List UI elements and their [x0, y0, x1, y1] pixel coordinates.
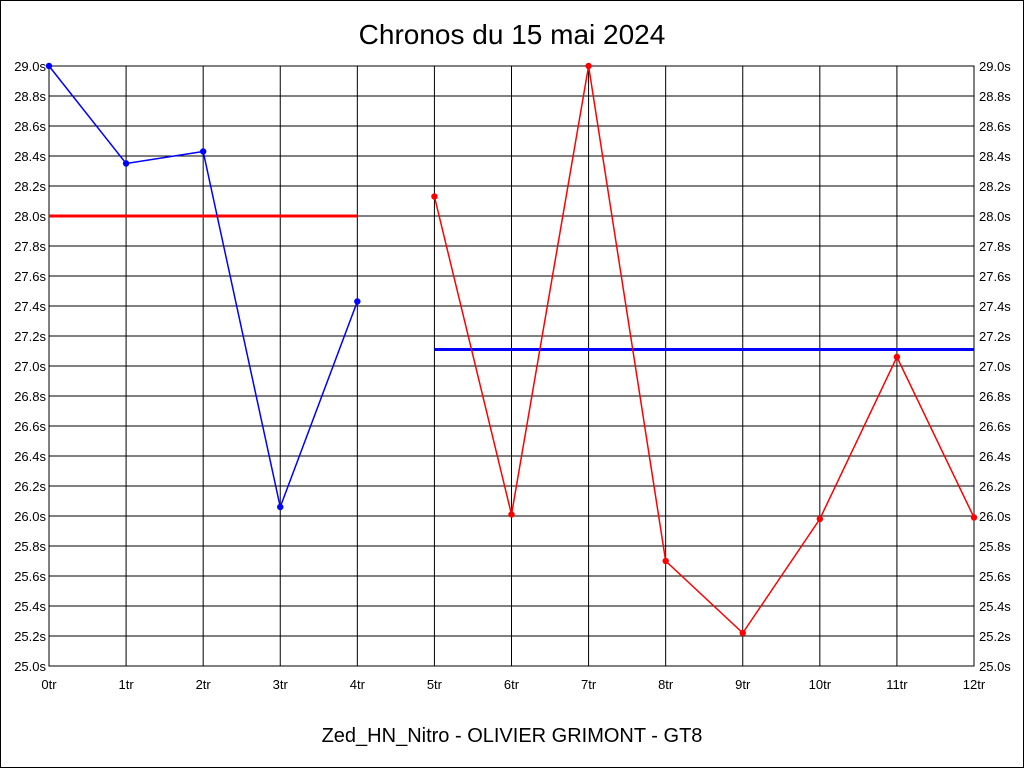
y-tick-label-left: 28.6s [14, 119, 46, 134]
data-point [277, 503, 284, 511]
y-tick-label-right: 28.0s [979, 209, 1011, 224]
y-tick-label-left: 28.4s [14, 149, 46, 164]
plot-area-border [48, 65, 975, 667]
y-tick-label-left: 28.8s [14, 89, 46, 104]
y-tick-label-left: 27.6s [14, 269, 46, 284]
y-tick-label-right: 29.0s [979, 59, 1011, 74]
x-tick-label: 8tr [658, 677, 674, 692]
y-tick-label-right: 27.6s [979, 269, 1011, 284]
data-point [739, 629, 746, 637]
y-tick-label-left: 27.4s [14, 299, 46, 314]
data-point [199, 148, 207, 155]
y-tick-label-right: 26.0s [979, 509, 1011, 524]
x-tick-label: 4tr [350, 677, 366, 692]
data-point [585, 62, 592, 70]
y-tick-label-right: 25.4s [979, 599, 1011, 614]
y-tick-label-right: 27.2s [979, 329, 1011, 344]
y-tick-label-right: 28.8s [979, 89, 1011, 104]
x-tick-label: 10tr [809, 677, 832, 692]
y-tick-label-left: 26.6s [14, 419, 46, 434]
y-tick-label-left: 26.8s [14, 389, 46, 404]
y-tick-label-left: 28.0s [14, 209, 46, 224]
data-point [893, 353, 901, 361]
y-tick-label-right: 26.4s [979, 449, 1011, 464]
y-tick-label-right: 27.0s [979, 359, 1011, 374]
series-lines [45, 62, 978, 637]
y-tick-label-right: 25.8s [979, 539, 1011, 554]
x-tick-label: 2tr [196, 677, 212, 692]
data-point [816, 515, 824, 523]
y-tick-label-left: 27.0s [14, 359, 46, 374]
y-tick-label-left: 25.0s [14, 659, 46, 674]
x-tick-label: 12tr [963, 677, 986, 692]
y-tick-label-left: 28.2s [14, 179, 46, 194]
y-tick-label-left: 26.0s [14, 509, 46, 524]
x-tick-label: 11tr [886, 677, 908, 692]
data-point [45, 62, 53, 70]
data-point [662, 557, 669, 565]
data-point [122, 160, 130, 167]
x-tick-label: 9tr [735, 677, 751, 692]
y-tick-label-left: 25.4s [14, 599, 46, 614]
y-tick-label-right: 26.8s [979, 389, 1011, 404]
y-tick-label-left: 25.6s [14, 569, 46, 584]
y-tick-label-right: 28.6s [979, 119, 1011, 134]
y-tick-label-right: 28.4s [979, 149, 1011, 164]
y-tick-label-right: 27.8s [979, 239, 1011, 254]
y-tick-label-right: 26.6s [979, 419, 1011, 434]
reference-lines [49, 214, 974, 351]
chart-subtitle: Zed_HN_Nitro - OLIVIER GRIMONT - GT8 [322, 725, 703, 747]
y-tick-label-right: 27.4s [979, 299, 1011, 314]
y-tick-label-right: 25.0s [979, 659, 1011, 674]
series-line [433, 65, 975, 635]
y-tick-label-left: 27.8s [14, 239, 46, 254]
y-tick-label-left: 27.2s [14, 329, 46, 344]
tick-labels: 0tr 1tr 2tr 3tr 4tr 5tr 6tr 7tr 8tr 9tr 10tr 11tr 12… [14, 59, 1011, 692]
y-tick-label-left: 25.2s [14, 629, 46, 644]
data-point [970, 514, 978, 521]
y-tick-label-right: 28.2s [979, 179, 1011, 194]
chart-title: Chronos du 15 mai 2024 [359, 19, 666, 50]
x-tick-label: 1tr [118, 677, 134, 692]
x-tick-label: 5tr [427, 677, 443, 692]
data-point [508, 511, 515, 518]
y-tick-label-right: 25.6s [979, 569, 1011, 584]
y-tick-label-left: 29.0s [14, 59, 46, 74]
x-tick-label: 7tr [581, 677, 597, 692]
plot-border [48, 65, 975, 667]
data-point [354, 298, 361, 305]
y-tick-label-right: 25.2s [979, 629, 1011, 644]
x-tick-label: 6tr [504, 677, 520, 692]
y-tick-label-left: 26.2s [14, 479, 46, 494]
y-tick-label-right: 26.2s [979, 479, 1011, 494]
grid [48, 65, 975, 667]
data-point [431, 193, 438, 200]
x-tick-label: 0tr [41, 677, 57, 692]
y-tick-label-left: 26.4s [14, 449, 46, 464]
x-tick-label: 3tr [273, 677, 289, 692]
y-tick-label-left: 25.8s [14, 539, 46, 554]
